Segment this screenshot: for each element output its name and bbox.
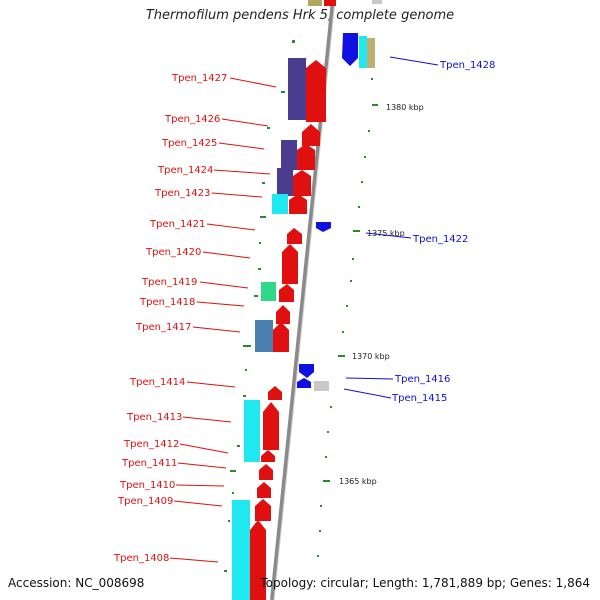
gene-red-1413[interactable]: [263, 402, 279, 450]
gene-label[interactable]: Tpen_1415: [391, 393, 447, 404]
gene-label[interactable]: Tpen_1423: [154, 188, 210, 199]
gene-label[interactable]: Tpen_1426: [164, 114, 220, 125]
gene-label[interactable]: Tpen_1409: [117, 496, 173, 507]
minor-ticks-right: [317, 78, 373, 557]
gene-partial-gray[interactable]: [372, 0, 382, 4]
gene-partial-olive[interactable]: [308, 0, 322, 6]
scale-1375: 1375 kbp: [353, 229, 405, 238]
gene-red-1423[interactable]: [289, 194, 307, 214]
gene-blue-1416a[interactable]: [299, 364, 314, 378]
left-labels: [169, 77, 277, 563]
gene-red-1421[interactable]: [287, 228, 302, 244]
map-title: Thermofilum pendens Hrk 5, complete geno…: [145, 8, 455, 23]
gene-label[interactable]: Tpen_1425: [161, 138, 217, 149]
gene-purple-1424[interactable]: [277, 168, 293, 196]
gene-olive[interactable]: [367, 38, 375, 68]
gene-red-1410[interactable]: [257, 482, 271, 498]
gene-label[interactable]: Tpen_1411: [121, 458, 177, 469]
accession-text: Accession: NC_008698: [8, 576, 145, 590]
gene-red-1409[interactable]: [255, 499, 271, 521]
gene-red-1408[interactable]: [250, 520, 266, 600]
right-label-lines: [343, 56, 439, 399]
gene-label[interactable]: Tpen_1417: [135, 322, 191, 333]
gene-red-1424[interactable]: [293, 170, 311, 196]
gene-cyan-1423[interactable]: [272, 194, 288, 214]
gene-gray-1415[interactable]: [314, 381, 329, 391]
gene-steelblue-1417[interactable]: [255, 320, 273, 352]
gene-label[interactable]: Tpen_1408: [113, 553, 169, 564]
gene-red-1412[interactable]: [261, 450, 275, 462]
gene-label[interactable]: Tpen_1421: [149, 219, 205, 230]
gene-blue-1422[interactable]: [316, 222, 331, 232]
gene-red-1419[interactable]: [279, 284, 294, 302]
genome-summary-text: Topology: circular; Length: 1,781,889 bp…: [260, 576, 590, 590]
gene-red-1425[interactable]: [297, 144, 315, 170]
gene-label[interactable]: Tpen_1413: [126, 412, 182, 423]
gene-red-1426[interactable]: [302, 124, 320, 146]
scale-label: 1370 kbp: [352, 352, 390, 361]
gene-red-1418[interactable]: [276, 305, 290, 324]
scale-1370: 1370 kbp: [338, 352, 390, 361]
scale-1365: 1365 kbp: [323, 477, 377, 486]
gene-label[interactable]: Tpen_1422: [412, 234, 468, 245]
gene-green-1419[interactable]: [261, 282, 276, 301]
gene-label[interactable]: Tpen_1414: [129, 377, 185, 388]
scale-1380: 1380 kbp: [372, 103, 424, 112]
gene-red-1427[interactable]: [306, 60, 326, 122]
scale-label: 1365 kbp: [339, 477, 377, 486]
scale-label: 1380 kbp: [386, 103, 424, 112]
gene-label[interactable]: Tpen_1420: [145, 247, 201, 258]
minor-ticks: [224, 40, 295, 572]
gene-label[interactable]: Tpen_1428: [439, 60, 495, 71]
gene-purple-1427[interactable]: [288, 58, 306, 120]
gene-red-1420[interactable]: [282, 244, 298, 284]
gene-red-1414[interactable]: [268, 386, 282, 400]
gene-red-1411[interactable]: [259, 464, 273, 480]
gene-cyan-1413[interactable]: [244, 400, 260, 462]
gene-label[interactable]: Tpen_1410: [119, 480, 175, 491]
gene-cyan[interactable]: [359, 36, 367, 68]
gene-red-1417[interactable]: [273, 322, 289, 352]
gene-label[interactable]: Tpen_1427: [171, 73, 227, 84]
gene-arrow-down-blue[interactable]: [342, 33, 358, 66]
gene-label[interactable]: Tpen_1424: [157, 165, 213, 176]
gene-cyan-1408[interactable]: [232, 500, 250, 600]
gene-partial-red[interactable]: [324, 0, 336, 6]
gene-label[interactable]: Tpen_1418: [139, 297, 195, 308]
gene-label[interactable]: Tpen_1416: [394, 374, 450, 385]
gene-purple-1425[interactable]: [281, 140, 297, 170]
gene-label[interactable]: Tpen_1419: [141, 277, 197, 288]
gene-label[interactable]: Tpen_1412: [123, 439, 179, 450]
gene-blue-1416b[interactable]: [297, 378, 311, 388]
scale-label: 1375 kbp: [367, 229, 405, 238]
